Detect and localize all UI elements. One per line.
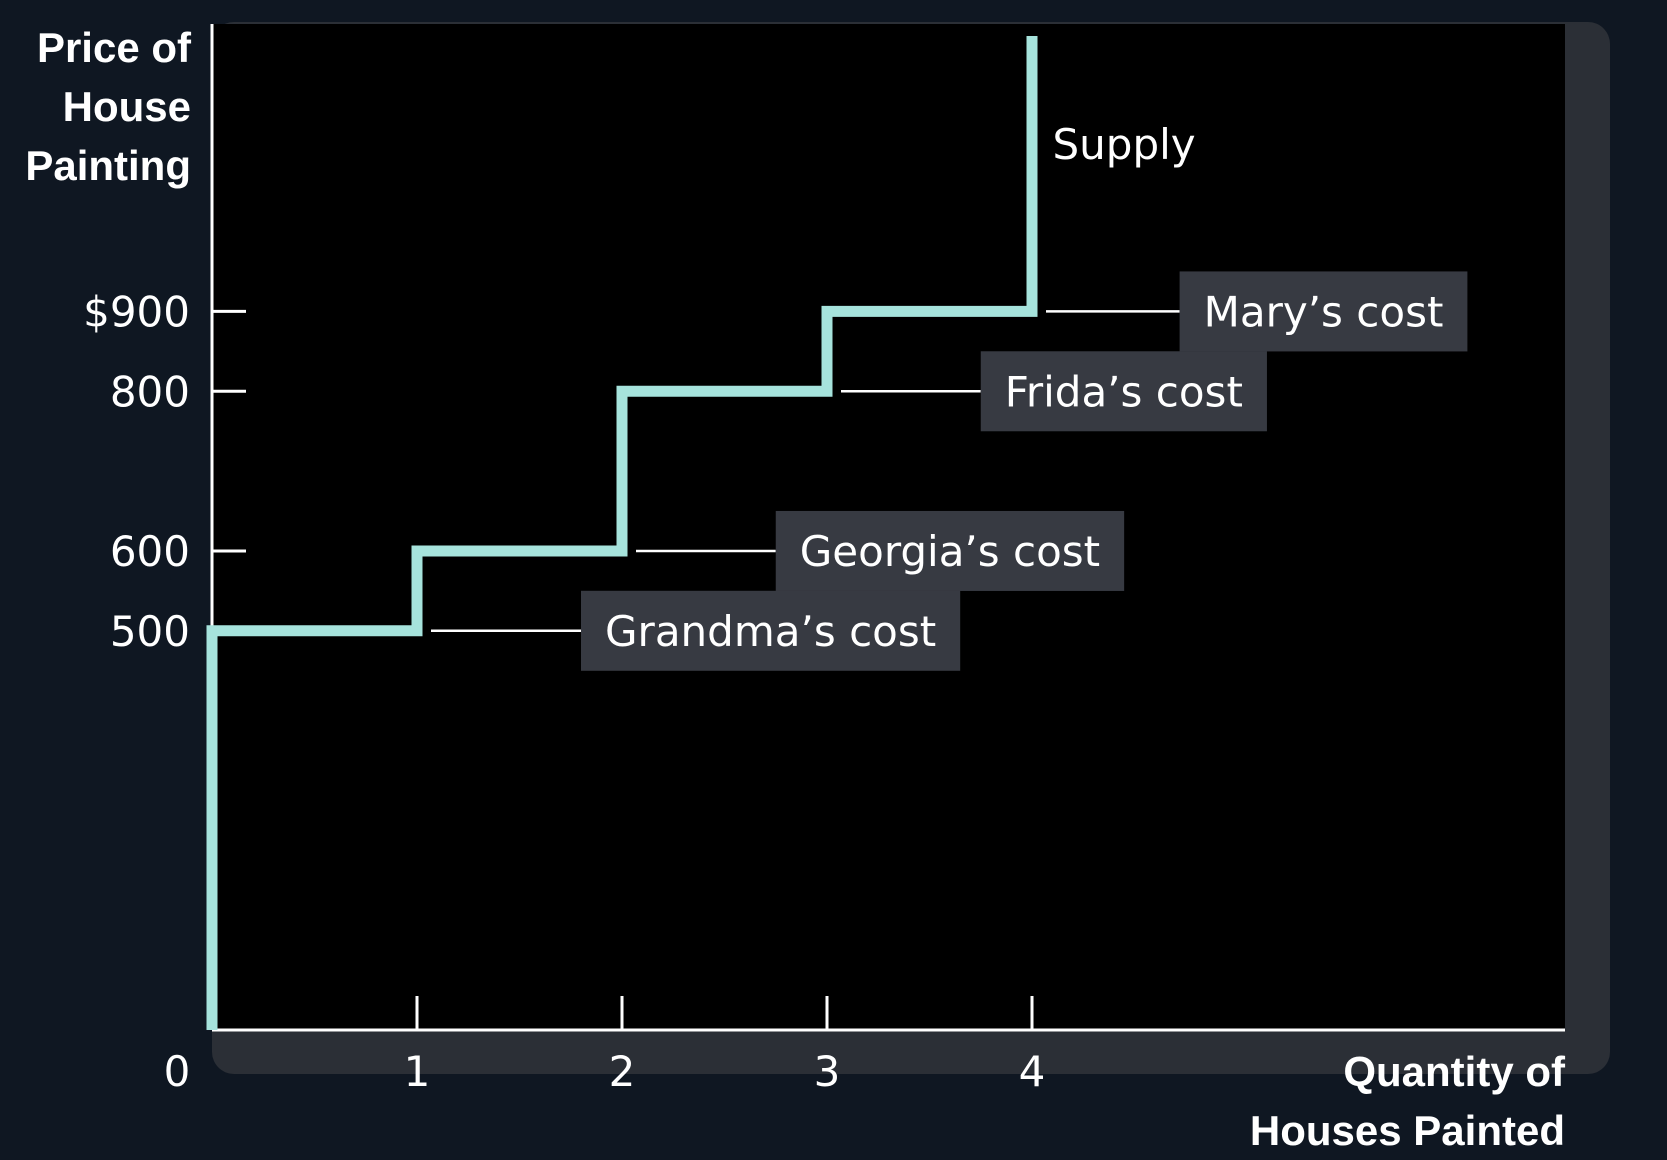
annotation-text-1: Georgia’s cost [800, 527, 1100, 576]
annotation-box-1 [775, 510, 1125, 591]
x-tick-label-4: 4 [1019, 1047, 1046, 1096]
annotation-box-3 [1179, 271, 1468, 352]
y-tick-label-900: $900 [83, 287, 190, 336]
annotation-box-0 [581, 590, 961, 671]
annotation-connectors [431, 310, 1180, 633]
annotation-label-3: Mary’s cost [1179, 271, 1468, 352]
series-layer [206, 36, 1038, 1030]
x-tick-label-3: 3 [814, 1047, 841, 1096]
y-axis-title-line-2: House [63, 83, 191, 130]
y-tick-label-500: 500 [110, 607, 190, 656]
y-axis-title-line-1: Price of [37, 24, 192, 71]
series-label-supply: Supply [1053, 120, 1196, 169]
annotation-text-2: Frida’s cost [1005, 367, 1243, 416]
annotation-text-0: Grandma’s cost [605, 607, 936, 656]
y-tick-label-800: 800 [110, 367, 190, 416]
x-tick-label-1: 1 [404, 1047, 431, 1096]
x-axis-title-line-2: Houses Painted [1250, 1107, 1565, 1154]
y-tick-label-600: 600 [110, 527, 190, 576]
annotation-labels: 1 2 3 4 500 600 800 $900 Supply Grandma’s cost Geo… [83, 120, 1468, 1096]
x-tick-label-2: 2 [609, 1047, 636, 1096]
annotation-box-2 [980, 351, 1267, 432]
series-line-supply [206, 36, 1038, 1030]
x-axis-title-line-1: Quantity of [1343, 1048, 1566, 1095]
y-axis-title-line-3: Painting [25, 142, 191, 189]
annotation-text-3: Mary’s cost [1204, 287, 1444, 336]
annotation-label-1: Georgia’s cost [775, 510, 1125, 591]
annotation-label-2: Frida’s cost [980, 351, 1267, 432]
annotation-label-0: Grandma’s cost [581, 590, 961, 671]
origin-label: 0 [164, 1047, 191, 1096]
